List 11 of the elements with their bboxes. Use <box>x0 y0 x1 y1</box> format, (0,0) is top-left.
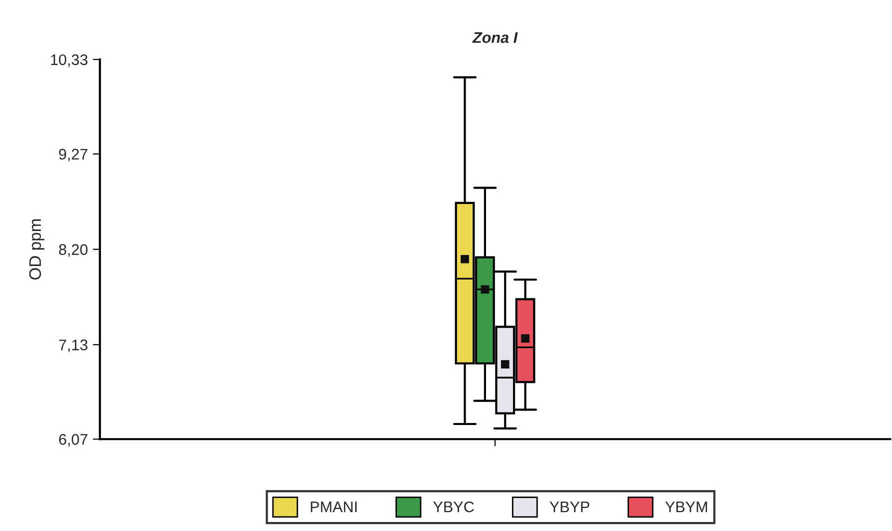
y-tick-label: 6,07 <box>59 434 88 447</box>
y-tick-label: 8,20 <box>59 244 88 257</box>
legend-label: YBYM <box>665 502 707 512</box>
y-tick-label: 10,33 <box>51 54 88 67</box>
y-axis-title: OD ppm <box>29 219 44 280</box>
legend-label: YBYC <box>433 501 474 512</box>
chart-title: Zona I <box>472 32 518 43</box>
y-tick-label: 7,13 <box>59 340 88 352</box>
legend-label: PMANI <box>310 502 357 512</box>
legend-label: YBYP <box>550 502 590 512</box>
y-tick-label: 9,27 <box>59 148 88 162</box>
